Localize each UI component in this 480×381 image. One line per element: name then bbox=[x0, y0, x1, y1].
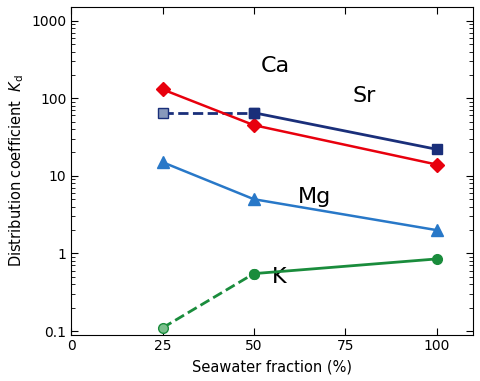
Y-axis label: Distribution coefficient  $\mathit{K}_\mathrm{d}$: Distribution coefficient $\mathit{K}_\ma… bbox=[7, 74, 25, 267]
Text: K: K bbox=[272, 267, 287, 287]
X-axis label: Seawater fraction (%): Seawater fraction (%) bbox=[192, 359, 352, 374]
Text: Mg: Mg bbox=[298, 187, 331, 207]
Text: Ca: Ca bbox=[261, 56, 290, 76]
Text: Sr: Sr bbox=[352, 86, 376, 106]
